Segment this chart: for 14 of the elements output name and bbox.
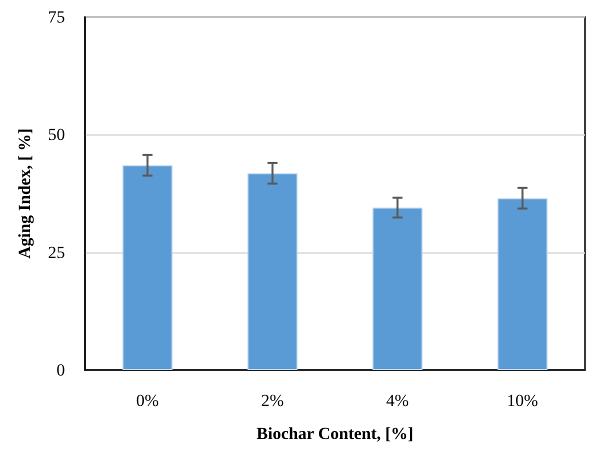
x-axis-title: Biochar Content, [%] [256,424,414,443]
bar [122,165,172,370]
x-tick-label: 2% [261,391,284,410]
x-tick-label: 4% [386,391,409,410]
y-tick-label: 50 [48,125,65,144]
y-tick-label: 0 [56,360,65,380]
y-axis-title: Aging Index, [ %] [15,128,34,259]
x-tick-label: 0% [136,391,159,410]
bar [248,173,298,370]
y-tick-label: 25 [48,242,65,262]
bar [498,198,548,370]
bar [372,208,422,370]
x-tick-label: 10% [506,391,538,410]
y-tick-label: 75 [48,8,65,26]
